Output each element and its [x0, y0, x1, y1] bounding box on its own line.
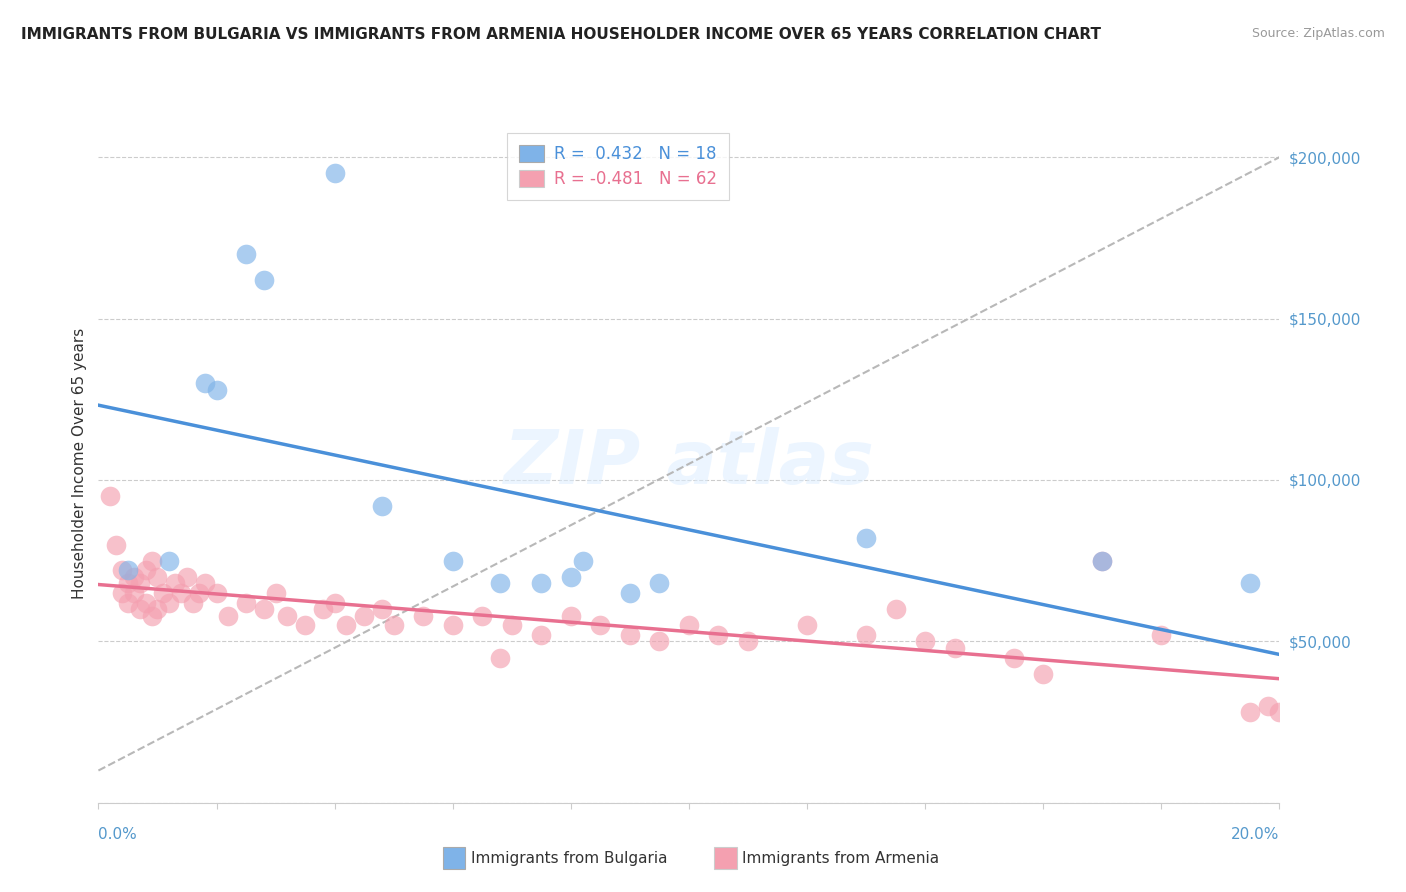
Legend: R =  0.432   N = 18, R = -0.481   N = 62: R = 0.432 N = 18, R = -0.481 N = 62 [508, 133, 728, 200]
Point [111, 586, 134, 600]
Text: Source: ZipAtlas.com: Source: ZipAtlas.com [1251, 27, 1385, 40]
Point [737, 634, 759, 648]
Point [141, 608, 163, 623]
Point [264, 586, 287, 600]
Point [619, 586, 641, 600]
Point [98, 489, 121, 503]
Point [1091, 554, 1114, 568]
Point [1239, 706, 1261, 720]
Point [146, 602, 169, 616]
Point [1268, 706, 1291, 720]
Point [217, 608, 239, 623]
Point [371, 499, 394, 513]
Point [1002, 650, 1025, 665]
Point [943, 640, 966, 655]
Point [323, 596, 346, 610]
Point [335, 618, 357, 632]
Point [122, 586, 145, 600]
Point [855, 531, 877, 545]
Point [707, 628, 730, 642]
Point [914, 634, 936, 648]
Point [111, 563, 134, 577]
Point [146, 570, 169, 584]
Point [235, 596, 257, 610]
Text: 0.0%: 0.0% [98, 827, 138, 841]
Point [441, 618, 464, 632]
Point [294, 618, 316, 632]
Point [312, 602, 335, 616]
Point [117, 596, 139, 610]
Point [205, 383, 228, 397]
Point [187, 586, 209, 600]
Point [589, 618, 612, 632]
Text: 20.0%: 20.0% [1232, 827, 1279, 841]
Point [884, 602, 907, 616]
Point [128, 602, 150, 616]
Point [501, 618, 523, 632]
Point [194, 376, 217, 391]
Point [194, 576, 217, 591]
Point [560, 608, 582, 623]
Point [253, 602, 276, 616]
Point [441, 554, 464, 568]
Point [1257, 698, 1279, 713]
Point [323, 166, 346, 180]
Point [152, 586, 174, 600]
Point [122, 570, 145, 584]
Point [253, 273, 276, 287]
Point [353, 608, 375, 623]
Point [489, 576, 512, 591]
Point [117, 563, 139, 577]
Text: ZIP atlas: ZIP atlas [503, 427, 875, 500]
Point [235, 247, 257, 261]
Point [471, 608, 494, 623]
Point [105, 537, 128, 551]
Point [571, 554, 593, 568]
Point [157, 596, 180, 610]
Point [135, 596, 157, 610]
Y-axis label: Householder Income Over 65 years: Householder Income Over 65 years [72, 328, 87, 599]
Text: IMMIGRANTS FROM BULGARIA VS IMMIGRANTS FROM ARMENIA HOUSEHOLDER INCOME OVER 65 Y: IMMIGRANTS FROM BULGARIA VS IMMIGRANTS F… [21, 27, 1101, 42]
Point [560, 570, 582, 584]
Point [648, 576, 671, 591]
Point [1239, 576, 1261, 591]
Point [165, 576, 187, 591]
Point [855, 628, 877, 642]
Point [128, 576, 150, 591]
Point [412, 608, 434, 623]
Text: Immigrants from Bulgaria: Immigrants from Bulgaria [471, 851, 668, 865]
Point [181, 596, 204, 610]
Point [176, 570, 198, 584]
Point [530, 576, 553, 591]
Text: Immigrants from Armenia: Immigrants from Armenia [742, 851, 939, 865]
Point [170, 586, 193, 600]
Point [678, 618, 700, 632]
Point [371, 602, 394, 616]
Point [1032, 666, 1054, 681]
Point [1150, 628, 1173, 642]
Point [1091, 554, 1114, 568]
Point [117, 576, 139, 591]
Point [276, 608, 298, 623]
Point [205, 586, 228, 600]
Point [619, 628, 641, 642]
Point [530, 628, 553, 642]
Point [382, 618, 405, 632]
Point [489, 650, 512, 665]
Point [157, 554, 180, 568]
Point [141, 554, 163, 568]
Point [135, 563, 157, 577]
Point [796, 618, 818, 632]
Point [648, 634, 671, 648]
